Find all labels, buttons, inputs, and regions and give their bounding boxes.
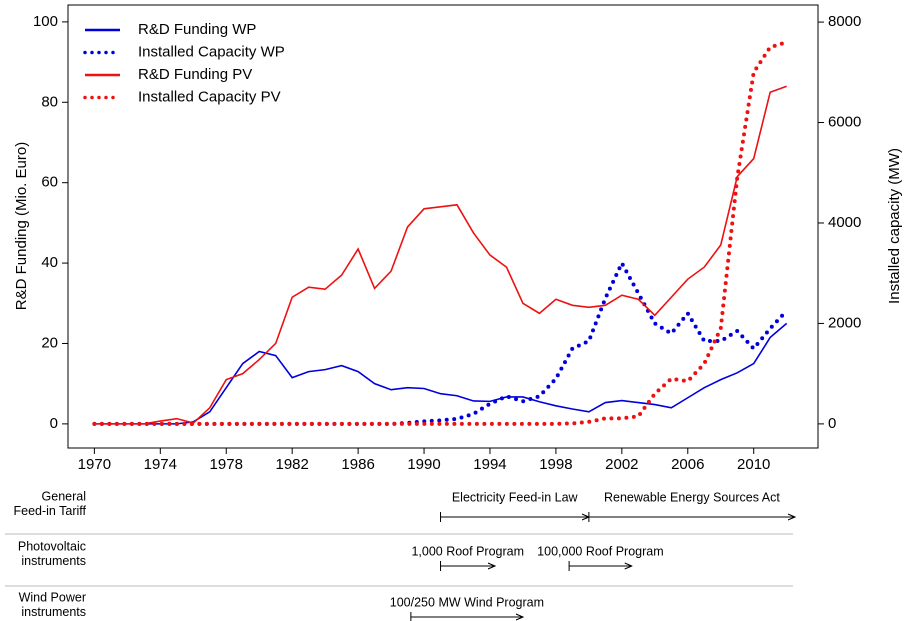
y-tick-label: 20 (41, 334, 58, 351)
timeline-row-label: instruments (21, 605, 86, 619)
y2-tick-label: 8000 (828, 13, 861, 30)
y2-axis-title: Installed capacity (MW) (886, 148, 903, 304)
y-tick-label: 80 (41, 93, 58, 110)
timeline-row-label: instruments (21, 554, 86, 568)
x-tick-label: 1994 (473, 456, 506, 473)
x-tick-label: 2006 (671, 456, 704, 473)
program-name: 1,000 Roof Program (411, 544, 524, 558)
series-line (92, 40, 789, 426)
plot-frame (67, 4, 819, 449)
y-axis-title: R&D Funding (Mio. Euro) (13, 142, 30, 310)
y2-tick-label: 2000 (828, 314, 861, 331)
program-name: 100/250 MW Wind Program (390, 595, 544, 609)
legend-label: Installed Capacity WP (138, 43, 285, 60)
y-tick-label: 40 (41, 254, 58, 271)
x-tick-label: 1974 (144, 456, 177, 473)
legend-label: Installed Capacity PV (138, 88, 281, 105)
program-name: 100,000 Roof Program (537, 544, 663, 558)
series-line (94, 322, 788, 425)
y-tick-label: 60 (41, 174, 58, 191)
x-tick-label: 1978 (210, 456, 243, 473)
series-line (94, 85, 787, 425)
program-name: Electricity Feed-in Law (452, 490, 579, 504)
legend-label: R&D Funding PV (138, 66, 252, 83)
series-line (92, 258, 789, 426)
x-tick-label: 2010 (737, 456, 770, 473)
y2-tick-label: 0 (828, 415, 836, 432)
timeline-row-label: Feed-in Tariff (14, 504, 87, 518)
x-tick-label: 1970 (78, 456, 111, 473)
y-tick-label: 100 (33, 13, 58, 30)
program-name: Renewable Energy Sources Act (604, 490, 780, 504)
y-tick-label: 0 (50, 415, 58, 432)
x-tick-label: 1998 (539, 456, 572, 473)
x-tick-label: 2002 (605, 456, 638, 473)
x-tick-label: 1982 (275, 456, 308, 473)
y2-tick-label: 6000 (828, 113, 861, 130)
timeline-row-label: Photovoltaic (18, 539, 86, 553)
timeline-row-label: General (42, 489, 86, 503)
y2-tick-label: 4000 (828, 214, 861, 231)
x-tick-label: 1990 (407, 456, 440, 473)
legend-label: R&D Funding WP (138, 21, 256, 38)
x-tick-label: 1986 (341, 456, 374, 473)
timeline-row-label: Wind Power (19, 590, 86, 604)
